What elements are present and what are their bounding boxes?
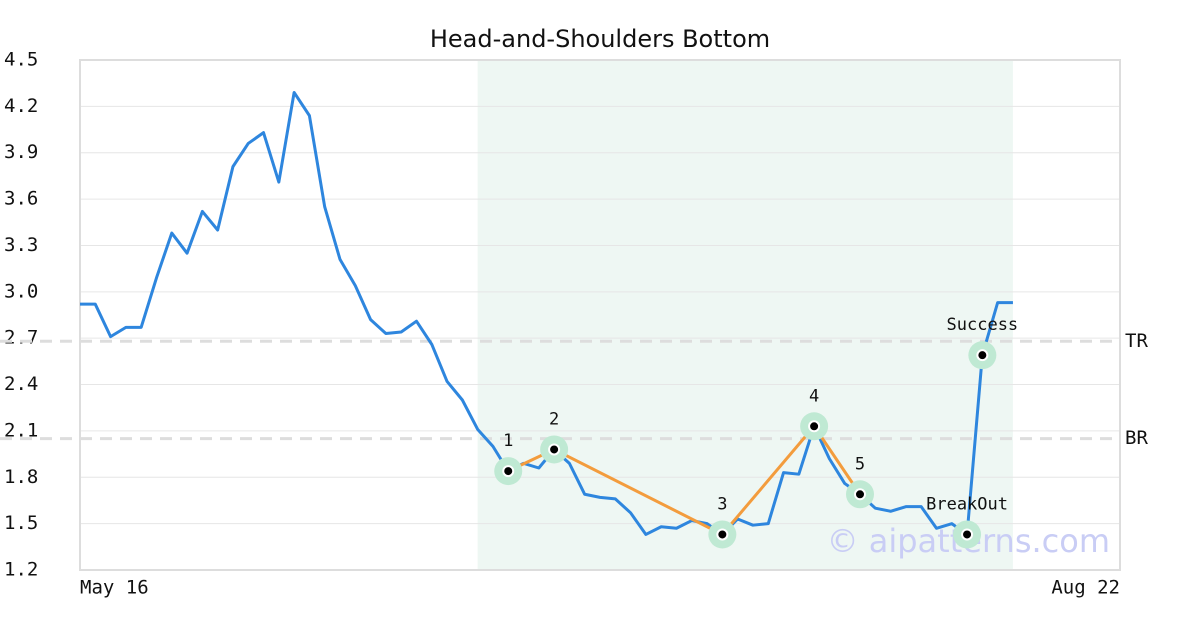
y-tick-label: 4.5 (4, 49, 38, 71)
point-label: 5 (855, 454, 865, 474)
point-marker (808, 420, 821, 433)
y-tick-label: 2.7 (4, 327, 38, 349)
point-label: 4 (809, 386, 819, 406)
point-label: Success (947, 315, 1019, 335)
y-tick-label: 3.9 (4, 141, 38, 163)
y-tick-label: 1.5 (4, 512, 38, 534)
y-tick-label: 3.3 (4, 234, 38, 256)
y-tick-label: 3.6 (4, 188, 38, 210)
point-marker (976, 349, 989, 362)
y-tick-label: 3.0 (4, 280, 38, 302)
y-tick-label: 1.2 (4, 559, 38, 581)
point-label: BreakOut (926, 494, 1008, 514)
point-marker (716, 528, 729, 541)
x-tick-label: Aug 22 (1051, 577, 1120, 599)
chart-title: Head-and-Shoulders Bottom (430, 25, 770, 53)
point-label: 2 (549, 409, 559, 429)
reference-label: TR (1125, 330, 1148, 352)
point-marker (548, 443, 561, 456)
x-tick-label: May 16 (80, 577, 149, 599)
point-label: 3 (717, 494, 727, 514)
reference-label: BR (1125, 427, 1148, 449)
highlight-region (477, 60, 1013, 570)
point-label: 1 (503, 431, 513, 451)
point-marker (854, 488, 866, 501)
y-tick-label: 1.8 (4, 466, 38, 488)
y-tick-label: 2.4 (4, 373, 38, 395)
point-marker (502, 465, 515, 478)
plot-frame (79, 59, 1121, 571)
y-tick-label: 4.2 (4, 95, 38, 117)
y-tick-label: 2.1 (4, 419, 38, 441)
point-marker (961, 528, 974, 541)
